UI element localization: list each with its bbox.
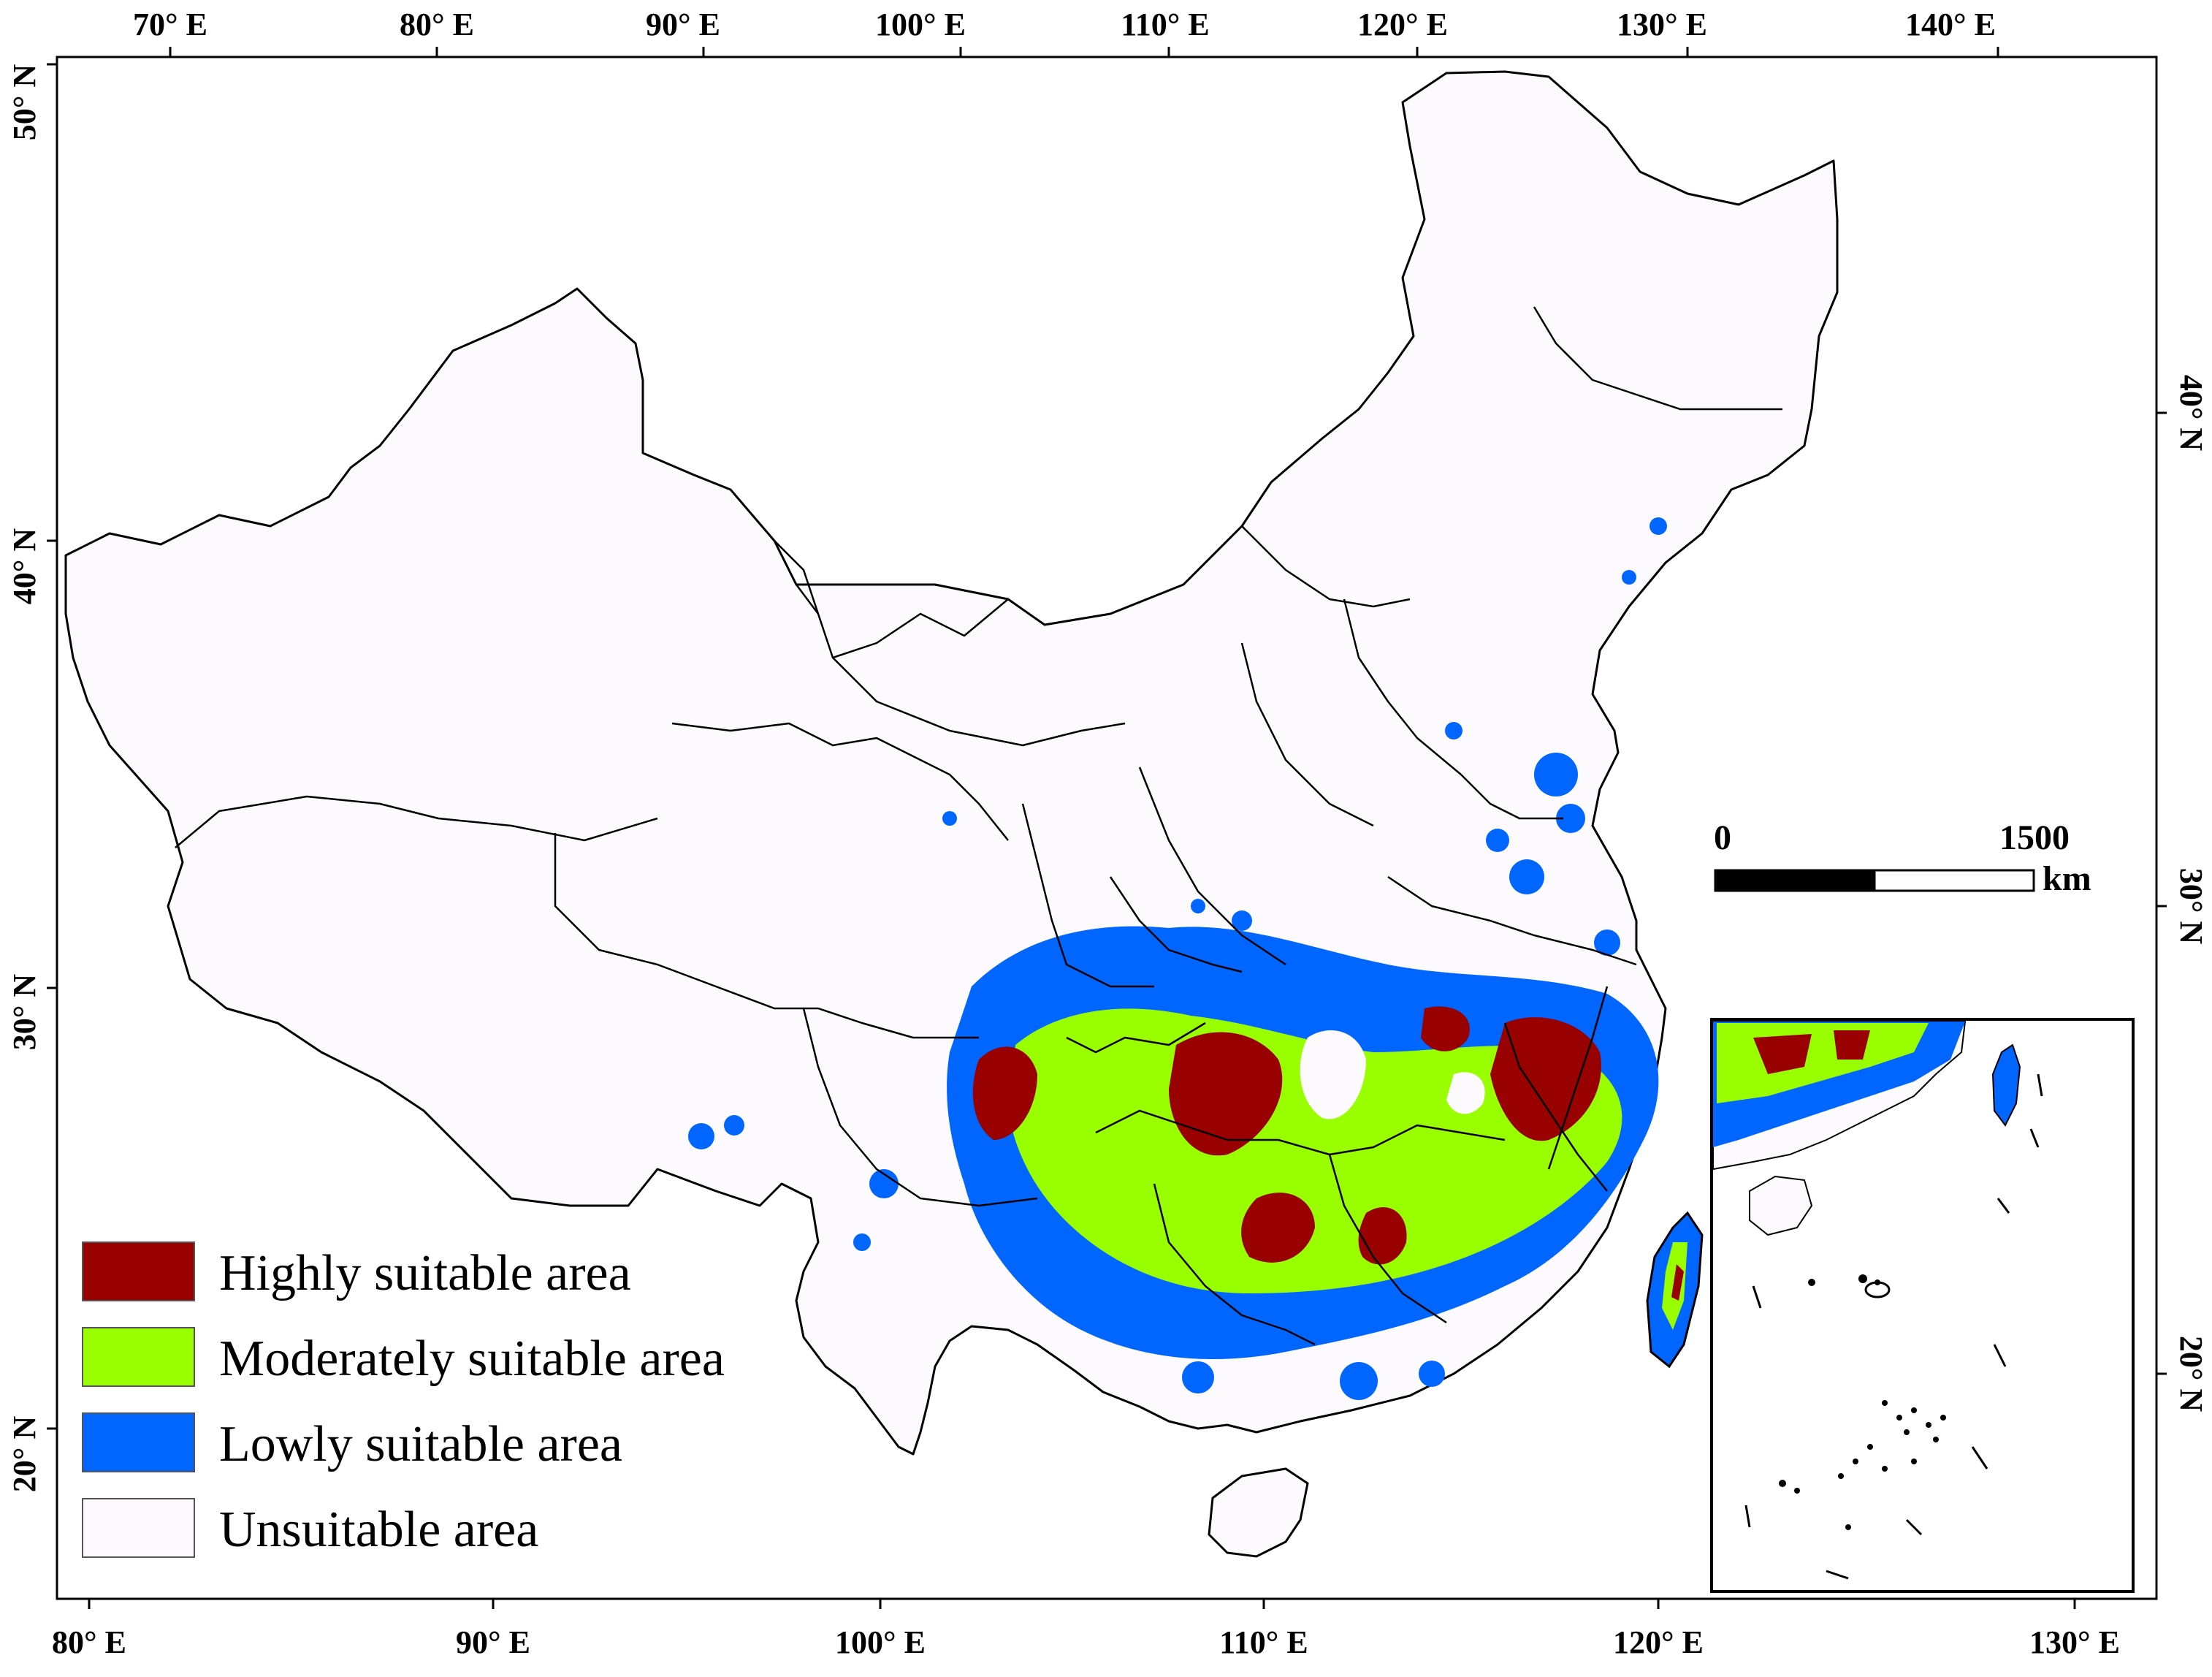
suitability-zones [947,926,1659,1359]
nine-dash-line [1744,1073,2043,1580]
high-suitability-zone [972,1046,1037,1140]
legend-swatch-unsuitable [82,1498,195,1558]
scale-bar: 0 1500 km [1714,818,2091,898]
unsuitable-gap [1300,1030,1366,1119]
bottom-lon-label: 110° E [1219,1624,1308,1660]
bottom-ticks [88,1599,2076,1609]
top-lon-label: 100° E [875,7,966,42]
inset-islands [1779,1274,1946,1530]
left-lat-label: 50° N [7,64,42,141]
legend-label-low: Lowly suitable area [219,1416,622,1472]
bottom-lon-label: 100° E [835,1624,926,1660]
high-suitability-zone [1490,1017,1601,1141]
left-lat-labels: 50° N 40° N 30° N 20° N [7,64,42,1493]
legend-swatch-low [82,1412,195,1472]
bottom-lon-label: 130° E [2029,1624,2120,1660]
legend-swatch-moderate [82,1327,195,1387]
right-lat-label: 40° N [2173,375,2209,452]
scale-end-label: 1500 [1999,818,2070,857]
top-lon-label: 120° E [1357,7,1448,42]
scale-unit-label: km [2043,859,2091,898]
high-suitability-zone [1421,1006,1470,1052]
legend-label-moderate: Moderately suitable area [219,1331,725,1387]
legend-swatch-high [82,1241,195,1301]
right-lat-labels: 40° N 30° N 20° N [2173,375,2209,1412]
scattered-low-patches [688,517,1667,1400]
scale-bar-white [1873,869,2035,892]
inset-high-zone [1834,1030,1870,1060]
right-ticks [2156,411,2167,1375]
top-lon-label: 70° E [133,7,207,42]
inset-taiwan [1991,1043,2021,1127]
right-lat-label: 20° N [2173,1336,2209,1412]
high-suitability-zone [1169,1032,1283,1156]
top-lon-label: 110° E [1121,7,1210,42]
inset-high-zone [1753,1034,1812,1074]
hainan-island [1208,1467,1309,1558]
china-landmass [64,70,1839,1558]
south-china-sea-inset [1710,1018,2135,1593]
high-suitability-zone [1241,1193,1315,1263]
top-lon-label: 140° E [1905,7,1996,42]
legend: Highly suitable area Moderately suitable… [82,1241,725,1558]
bottom-lon-label: 90° E [456,1624,530,1660]
bottom-lon-label: 80° E [52,1624,126,1660]
left-lat-label: 40° N [7,528,42,605]
bottom-lon-label: 120° E [1613,1624,1704,1660]
left-ticks [47,63,57,1430]
bottom-lon-labels: 80° E 90° E 100° E 110° E 120° E 130° E [52,1624,2120,1660]
left-lat-label: 20° N [7,1416,42,1493]
inset-hainan [1749,1175,1813,1236]
top-ticks [169,47,1999,57]
left-lat-label: 30° N [7,974,42,1051]
top-lon-label: 90° E [646,7,720,42]
top-lon-labels: 70° E 80° E 90° E 100° E 110° E 120° E 1… [133,7,1996,42]
top-lon-label: 80° E [400,7,474,42]
unsuitable-gap [1446,1072,1485,1114]
province-borders [175,306,1782,1346]
scale-bar-black [1714,869,1876,892]
scale-start-label: 0 [1714,818,1731,857]
taiwan-high-zone [1671,1264,1684,1301]
right-lat-label: 30° N [2173,868,2209,945]
legend-label-high: Highly suitable area [219,1245,631,1301]
top-lon-label: 130° E [1617,7,1707,42]
legend-label-unsuitable: Unsuitable area [219,1502,538,1558]
